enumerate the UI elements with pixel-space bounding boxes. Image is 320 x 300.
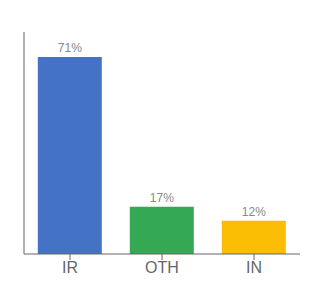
svg-text:OTH: OTH	[145, 259, 179, 276]
svg-text:71%: 71%	[58, 41, 82, 55]
svg-text:17%: 17%	[150, 191, 174, 205]
svg-text:IN: IN	[246, 259, 262, 276]
svg-text:IR: IR	[62, 259, 78, 276]
svg-text:12%: 12%	[242, 205, 266, 219]
